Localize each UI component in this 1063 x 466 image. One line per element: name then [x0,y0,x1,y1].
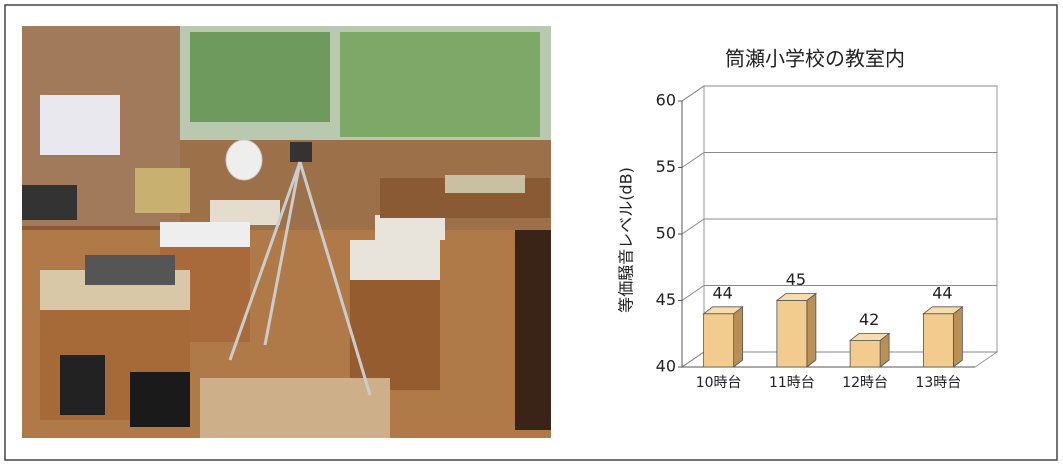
bar-side [733,305,744,368]
y-tick-label: 50 [656,224,676,243]
bar [849,339,881,368]
bar [922,313,954,368]
x-tick-label: 10時台 [696,375,742,391]
y-axis-label: 等価騒音レベル(dB) [617,167,636,313]
value-label: 45 [786,270,806,289]
bar-side [806,292,817,368]
value-label: 44 [932,283,952,302]
y-tick-label: 60 [656,91,676,110]
grid-line [681,218,705,235]
value-label: 44 [712,283,732,302]
classroom-photo [22,26,551,438]
chart-title: 筒瀬小学校の教室内 [725,47,905,71]
bar-side [952,305,963,368]
x-tick-label: 12時台 [842,375,888,391]
x-tick-label: 13時台 [915,375,961,391]
x-tick-label: 11時台 [769,375,815,391]
bar [703,313,735,368]
y-tick-label: 55 [656,157,676,176]
grid-line [681,285,705,301]
grid-line [681,351,705,368]
y-tick-label: 45 [656,290,676,309]
bar [776,300,808,368]
grid-line [681,85,705,102]
grid-line [681,152,705,168]
y-tick-label: 40 [656,357,676,376]
value-label: 42 [859,310,879,329]
